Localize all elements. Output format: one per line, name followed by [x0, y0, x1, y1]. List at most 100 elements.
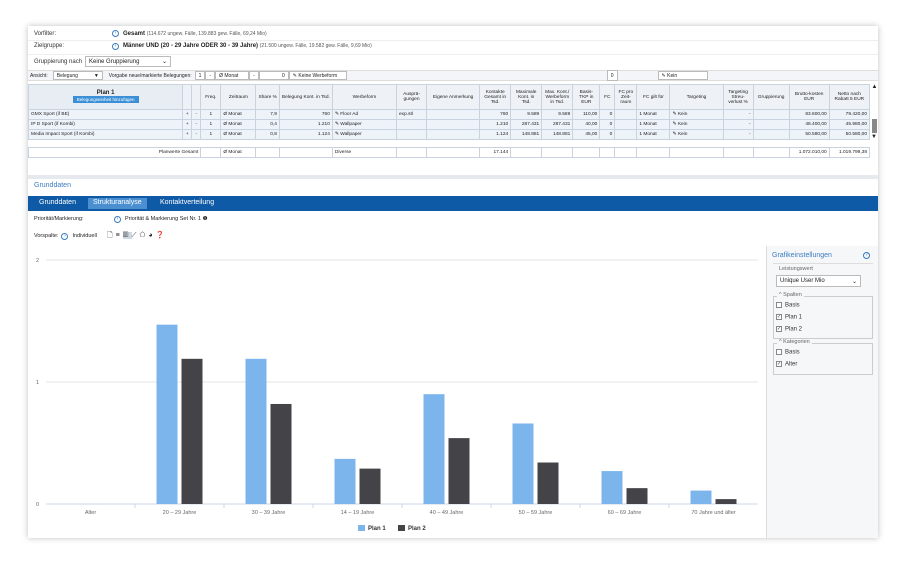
tab-strukturanalyse[interactable]: Strukturanalyse	[88, 198, 147, 209]
scroll-down-icon[interactable]: ▼	[871, 134, 877, 140]
row-werbeform[interactable]: ✎ Wallpaper	[331, 129, 398, 140]
row-gruppierung[interactable]	[752, 119, 790, 130]
row-werbeform[interactable]: ✎ Floor Ad	[331, 109, 398, 120]
plus-icon[interactable]: +	[182, 109, 193, 120]
radar-chart-icon[interactable]: ⬠	[139, 231, 149, 239]
bar-chart: 0 1 2 Alter 20 – 29 Jahre 30 – 39 Jahre 14 – 1…	[36, 258, 758, 532]
info-icon[interactable]: ›	[112, 30, 119, 37]
kategorien-basis[interactable]: Basis	[776, 349, 800, 356]
table-row[interactable]: GMX Sport (if BE) + - 1 Ø Monat 7,9 760 ✎…	[28, 109, 871, 120]
vorgabe-targeting[interactable]: ✎ Kein	[657, 71, 708, 80]
row-brutto: 83.600,00	[788, 109, 830, 120]
spalten-basis[interactable]: Basis	[776, 302, 800, 309]
table-scrollbar[interactable]: ▲ ▼	[871, 84, 878, 144]
row-anmerkung[interactable]	[426, 129, 481, 140]
hbar-chart-icon[interactable]: ≡	[115, 231, 123, 239]
checkbox-checked[interactable]: ✓	[776, 326, 782, 332]
vorgabe-toolbar: Ansicht: Belegung ▼ Vorgabe neue/markiert…	[28, 70, 878, 81]
minus-icon[interactable]: -	[191, 129, 202, 140]
row-belegung[interactable]: 1.210	[278, 119, 333, 130]
scroll-thumb[interactable]	[872, 119, 877, 133]
add-unit-button[interactable]: Belegungseinheit hinzufügen	[72, 96, 139, 103]
row-streu: -	[722, 109, 754, 120]
vorgabe-werbeform[interactable]: ✎ Keine Werbeform	[288, 71, 347, 80]
row-fc-zeitraum[interactable]	[614, 109, 638, 120]
plus-icon[interactable]: +	[182, 129, 193, 140]
row-fc[interactable]: 0	[599, 109, 616, 120]
info-icon[interactable]: ›	[112, 42, 119, 50]
row-gruppierung[interactable]	[752, 129, 790, 140]
row-anmerkung[interactable]	[426, 119, 481, 130]
row-fc-gilt[interactable]: 1 Monat	[636, 109, 671, 120]
column-chart-icon[interactable]: ▥	[122, 231, 132, 239]
checkbox[interactable]	[776, 349, 782, 355]
vorgabe-label: Vorgabe neue/markierte Belegungen:	[108, 72, 192, 79]
row-belegung[interactable]: 760	[278, 109, 333, 120]
pie-chart-icon[interactable]: ◕	[148, 231, 156, 239]
row-fc[interactable]: 0	[599, 119, 616, 130]
row-fc-gilt[interactable]: 1 Monat	[636, 119, 671, 130]
kategorien-alter[interactable]: ✓ Alter	[776, 361, 797, 368]
row-fc-gilt[interactable]: 1 Monat	[636, 129, 671, 140]
row-max: 148.881	[510, 129, 543, 140]
spalten-plan1[interactable]: ✓ Plan 1	[776, 314, 802, 321]
leistungswert-select[interactable]: Unique User Mio ⌄	[776, 275, 861, 287]
vorgabe-freq[interactable]: 1	[194, 71, 206, 80]
plus-icon[interactable]: +	[182, 119, 193, 130]
minus-icon[interactable]: -	[191, 109, 202, 120]
vorgabe-fc[interactable]: 0	[606, 70, 618, 81]
spalten-plan2[interactable]: ✓ Plan 2	[776, 326, 802, 333]
help-icon[interactable]: ❓	[155, 231, 168, 239]
info-icon[interactable]: ›	[61, 232, 69, 240]
tab-bar: Grunddaten Strukturanalyse Kontaktvertei…	[28, 196, 878, 211]
spalten-plan2-label: Plan 2	[785, 326, 803, 333]
vorgabe-zeitraum[interactable]: Ø Monat	[215, 71, 250, 80]
tab-grunddaten[interactable]: Grunddaten	[39, 199, 76, 206]
vorgabe-dash[interactable]: -	[205, 71, 216, 80]
row-werbeform[interactable]: ✎ Wallpaper	[331, 119, 398, 130]
row-anmerkung[interactable]	[426, 109, 481, 120]
bar-plan-2	[181, 358, 203, 504]
row-auspraegung[interactable]	[395, 119, 428, 130]
grunddaten-link[interactable]: Grunddaten	[34, 182, 71, 189]
table-row[interactable]: IP D Sport (if Kombi) + - 1 Ø Monat 0,4 1…	[28, 119, 871, 130]
row-fc[interactable]: 0	[599, 129, 616, 140]
row-targeting[interactable]: ✎ Kein	[669, 109, 724, 120]
info-icon[interactable]: ›	[114, 215, 121, 223]
row-fc-zeitraum[interactable]	[614, 129, 638, 140]
document-icon[interactable]: 🗋	[106, 231, 116, 239]
row-freq[interactable]: 1	[200, 129, 222, 140]
prioritaet-row: Priorität/Markierung: › Priorität & Mark…	[28, 214, 878, 224]
row-zeitraum[interactable]: Ø Monat	[220, 119, 257, 130]
row-targeting[interactable]: ✎ Kein	[669, 119, 724, 130]
row-netto: 50.580,00	[828, 129, 871, 140]
row-auspraegung[interactable]	[395, 129, 428, 140]
checkbox-checked[interactable]: ✓	[776, 361, 782, 367]
line-chart-icon[interactable]: ⟋	[131, 231, 140, 239]
checkbox[interactable]	[776, 302, 782, 308]
splitter[interactable]	[28, 175, 878, 179]
vorgabe-num[interactable]: 0	[258, 71, 289, 80]
checkbox-checked[interactable]: ✓	[776, 314, 782, 320]
row-targeting[interactable]: ✎ Kein	[669, 129, 724, 140]
row-zeitraum[interactable]: Ø Monat	[220, 109, 257, 120]
row-zeitraum[interactable]: Ø Monat	[220, 129, 257, 140]
scroll-up-icon[interactable]: ▲	[871, 84, 878, 90]
minus-icon[interactable]: -	[191, 119, 202, 130]
row-freq[interactable]: 1	[200, 109, 222, 120]
info-circle-icon[interactable]: ❶	[202, 216, 208, 222]
row-belegung[interactable]: 1.124	[278, 129, 333, 140]
gruppierung-select[interactable]: Keine Gruppierung ⌄	[85, 56, 172, 67]
row-fc-zeitraum[interactable]	[614, 119, 638, 130]
row-freq[interactable]: 1	[200, 119, 222, 130]
tab-kontaktverteilung[interactable]: Kontaktverteilung	[160, 199, 215, 206]
table-row[interactable]: Media Impact Sport (if Kombi) + - 1 Ø Mon…	[28, 129, 871, 140]
row-tkp: 45,00	[572, 129, 601, 140]
row-gruppierung[interactable]	[752, 109, 790, 120]
vorgabe-dash2[interactable]: -	[249, 71, 259, 80]
help-icon[interactable]: ?	[863, 252, 870, 259]
row-auspraegung[interactable]: exp.stl	[395, 109, 428, 120]
bar-plan-1	[423, 394, 445, 504]
ansicht-select[interactable]: Belegung ▼	[52, 71, 103, 80]
total-kontakte: 17.144	[479, 147, 512, 158]
